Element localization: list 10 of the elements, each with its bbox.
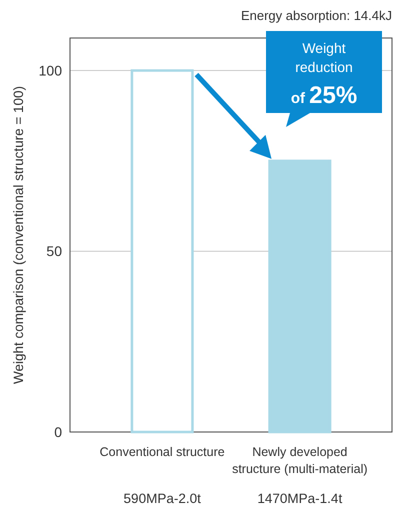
annotation: Weight reduction of 25% bbox=[290, 40, 358, 109]
y-tick-label: 0 bbox=[54, 424, 62, 440]
y-axis-title: Weight comparison (conventional structure = 100) bbox=[11, 86, 26, 384]
y-tick-label: 50 bbox=[46, 243, 62, 260]
y-tick-label: 100 bbox=[38, 62, 62, 78]
x-tick-label: Newly developed structure (multi-material) bbox=[232, 445, 368, 476]
text: Energy absorption: 14.4kJ bbox=[240, 8, 392, 23]
text: 590MPa-2.0t bbox=[124, 491, 202, 506]
x-tick-label: Conventional structure bbox=[100, 445, 225, 459]
text: 1470MPa-1.4t bbox=[257, 491, 342, 506]
